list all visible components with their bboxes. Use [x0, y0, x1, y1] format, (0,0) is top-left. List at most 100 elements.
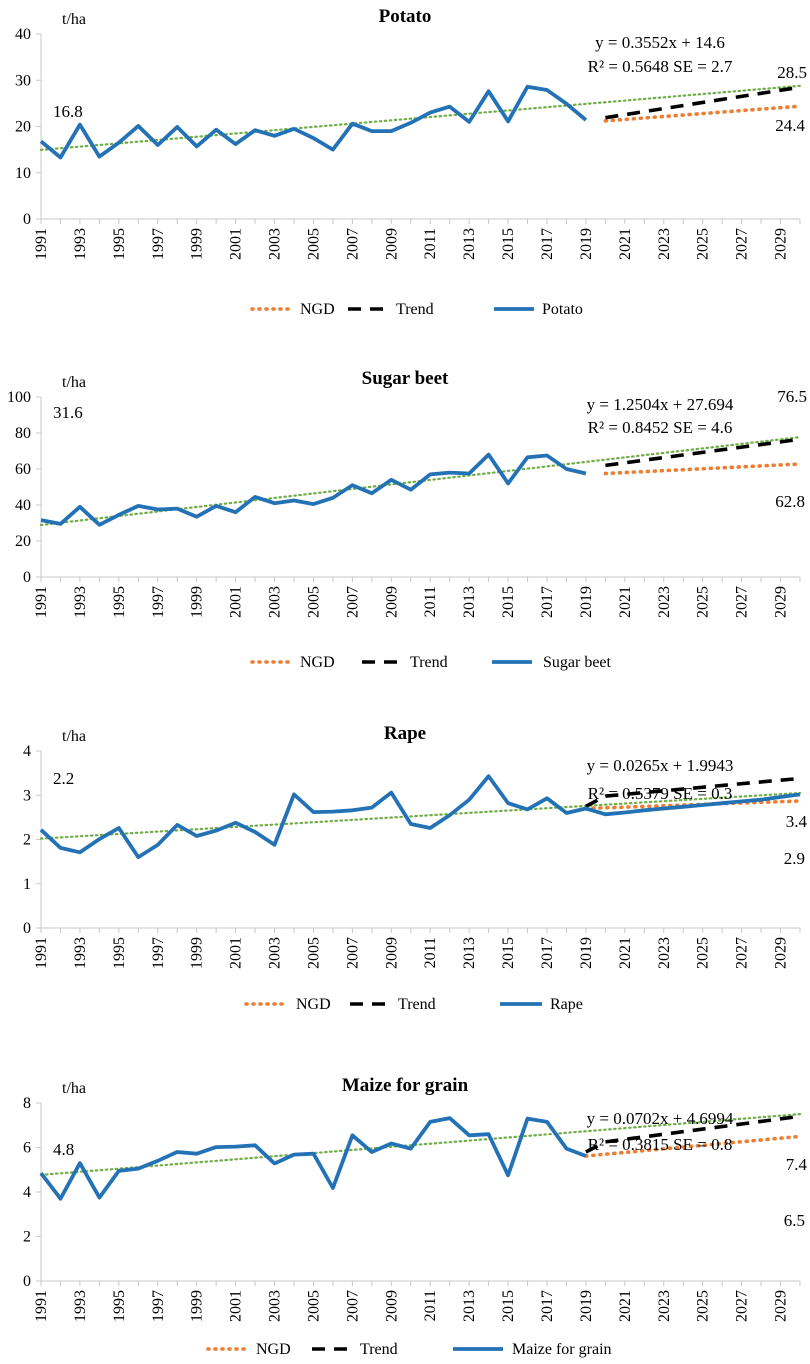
- x-tick-label: 2011: [422, 1290, 439, 1321]
- start-value-label: 31.6: [53, 403, 83, 422]
- x-tick-label: 1997: [150, 228, 167, 260]
- y-tick-label: 6: [23, 1140, 31, 1157]
- x-tick-label: 2009: [383, 228, 400, 260]
- chart-panel-1: Potato t/ha 0 10 20 30 40 1991 1993 1995 1997 1999 2…: [15, 6, 807, 318]
- chart-title: Sugar beet: [362, 368, 449, 389]
- trend-series-line: [605, 437, 801, 468]
- y-tick-label: 0: [23, 1273, 31, 1290]
- y-axis-label: t/ha: [62, 11, 86, 28]
- trend-series-line: [605, 85, 801, 120]
- legend-trend-label: Trend: [398, 996, 436, 1013]
- x-tick-label: 2011: [422, 586, 439, 617]
- x-tick-label: 1991: [33, 1290, 50, 1322]
- legend: NGD Trend Rape: [244, 996, 583, 1013]
- ngd-series-line: [603, 104, 802, 123]
- x-tick-label: 1993: [72, 937, 89, 969]
- x-tick-label: 2021: [617, 937, 634, 969]
- x-tick-label: 1995: [111, 228, 128, 260]
- x-tick-label: 2007: [344, 1290, 361, 1322]
- y-tick-label: 0: [23, 211, 31, 228]
- legend-trend-label: Trend: [396, 301, 434, 318]
- x-tick-label: 2023: [656, 228, 673, 260]
- ngd-series-line: [603, 462, 802, 476]
- x-tick-label: 2017: [539, 937, 556, 969]
- x-tick-label: 1999: [189, 228, 206, 260]
- x-tick-label: 2007: [344, 586, 361, 618]
- legend-trend-label: Trend: [360, 1341, 398, 1358]
- x-tick-label: 1991: [33, 228, 50, 260]
- chart-panel-4: Maize for grain t/ha 0 2 4 6 8 1991 1993 1995 1997…: [23, 1075, 808, 1358]
- x-tick-label: 2029: [773, 1290, 790, 1322]
- x-tick-label: 1995: [111, 937, 128, 969]
- observed-series-line: [39, 774, 801, 860]
- linear-fit-line: [39, 791, 802, 840]
- legend: NGD Trend Maize for grain: [206, 1341, 612, 1358]
- trend-r2-se: R² = 0.3815 SE = 0.8: [588, 1135, 733, 1154]
- y-tick-label: 0: [23, 920, 31, 937]
- legend-observed-label: Sugar beet: [543, 654, 612, 671]
- ngd-end-label: 62.8: [775, 492, 805, 511]
- x-tick-label: 2029: [773, 228, 790, 260]
- y-tick-label: 40: [15, 497, 31, 514]
- ngd-end-label: 2.9: [784, 849, 805, 868]
- x-tick-label: 2011: [422, 228, 439, 259]
- linear-fit-line: [39, 1112, 802, 1177]
- x-tick-label: 2023: [656, 586, 673, 618]
- trend-r2-se: R² = 0.5379 SE = 0.3: [588, 784, 733, 803]
- x-tick-label: 2013: [461, 586, 478, 618]
- x-tick-label: 2005: [305, 228, 322, 260]
- observed-series-line: [40, 452, 587, 527]
- y-tick-label: 2: [23, 832, 31, 849]
- x-tick-label: 1999: [189, 1290, 206, 1322]
- observed-series-line: [39, 84, 588, 160]
- chart-panel-3: Rape t/ha 0 1 2 3 4 1991 1993 1995 1997 1999 2001 200…: [23, 723, 808, 1013]
- trend-equation: y = 0.0702x + 4.6994: [587, 1109, 734, 1128]
- x-tick-label: 2023: [656, 1290, 673, 1322]
- y-tick-label: 20: [15, 533, 31, 550]
- x-tick-label: 2017: [539, 586, 556, 618]
- legend-observed-label: Maize for grain: [512, 1341, 612, 1358]
- trend-r2-se: R² = 0.8452 SE = 4.6: [588, 418, 733, 437]
- x-tick-label: 2019: [578, 586, 595, 618]
- trend-equation: y = 0.3552x + 14.6: [595, 33, 725, 52]
- start-value-label: 2.2: [53, 769, 74, 788]
- trend-end-label: 7.4: [786, 1155, 808, 1174]
- x-tick-label: 2009: [383, 1290, 400, 1322]
- x-tick-label: 1993: [72, 228, 89, 260]
- x-tick-label: 2001: [228, 937, 245, 969]
- ngd-series-line: [584, 1134, 802, 1158]
- start-value-label: 4.8: [53, 1140, 74, 1159]
- x-tick-label: 2025: [695, 228, 712, 260]
- legend-ngd-label: NGD: [256, 1341, 291, 1358]
- x-tick-label: 2007: [344, 228, 361, 260]
- x-tick-label: 1995: [111, 1290, 128, 1322]
- y-tick-label: 20: [15, 119, 31, 136]
- x-tick-label: 1991: [33, 937, 50, 969]
- x-tick-label: 2025: [695, 1290, 712, 1322]
- legend-observed-label: Potato: [542, 301, 583, 318]
- legend-ngd-label: NGD: [300, 654, 335, 671]
- x-tick-label: 1993: [72, 586, 89, 618]
- start-value-label: 16.8: [53, 102, 83, 121]
- x-tick-label: 1993: [72, 1290, 89, 1322]
- trend-equation: y = 1.2504x + 27.694: [587, 395, 734, 414]
- x-tick-label: 2021: [617, 1290, 634, 1322]
- trend-end-label: 76.5: [777, 387, 807, 406]
- chart-panel-2: Sugar beet t/ha 0 20 40 60 80 100 1991 1993 1995 19…: [7, 368, 807, 671]
- x-tick-label: 2001: [228, 1290, 245, 1322]
- ngd-end-label: 24.4: [775, 116, 805, 135]
- x-tick-label: 2025: [695, 586, 712, 618]
- x-tick-label: 1991: [33, 586, 50, 618]
- x-tick-label: 2003: [267, 937, 284, 969]
- legend-observed-label: Rape: [550, 996, 583, 1013]
- trend-end-label: 3.4: [786, 812, 808, 831]
- x-tick-label: 1997: [150, 586, 167, 618]
- trend-equation: y = 0.0265x + 1.9943: [587, 756, 734, 775]
- x-tick-label: 2029: [773, 937, 790, 969]
- x-tick-label: 1999: [189, 937, 206, 969]
- x-tick-label: 1995: [111, 586, 128, 618]
- x-tick-label: 2019: [578, 1290, 595, 1322]
- trend-end-label: 28.5: [777, 63, 807, 82]
- x-tick-label: 2023: [656, 937, 673, 969]
